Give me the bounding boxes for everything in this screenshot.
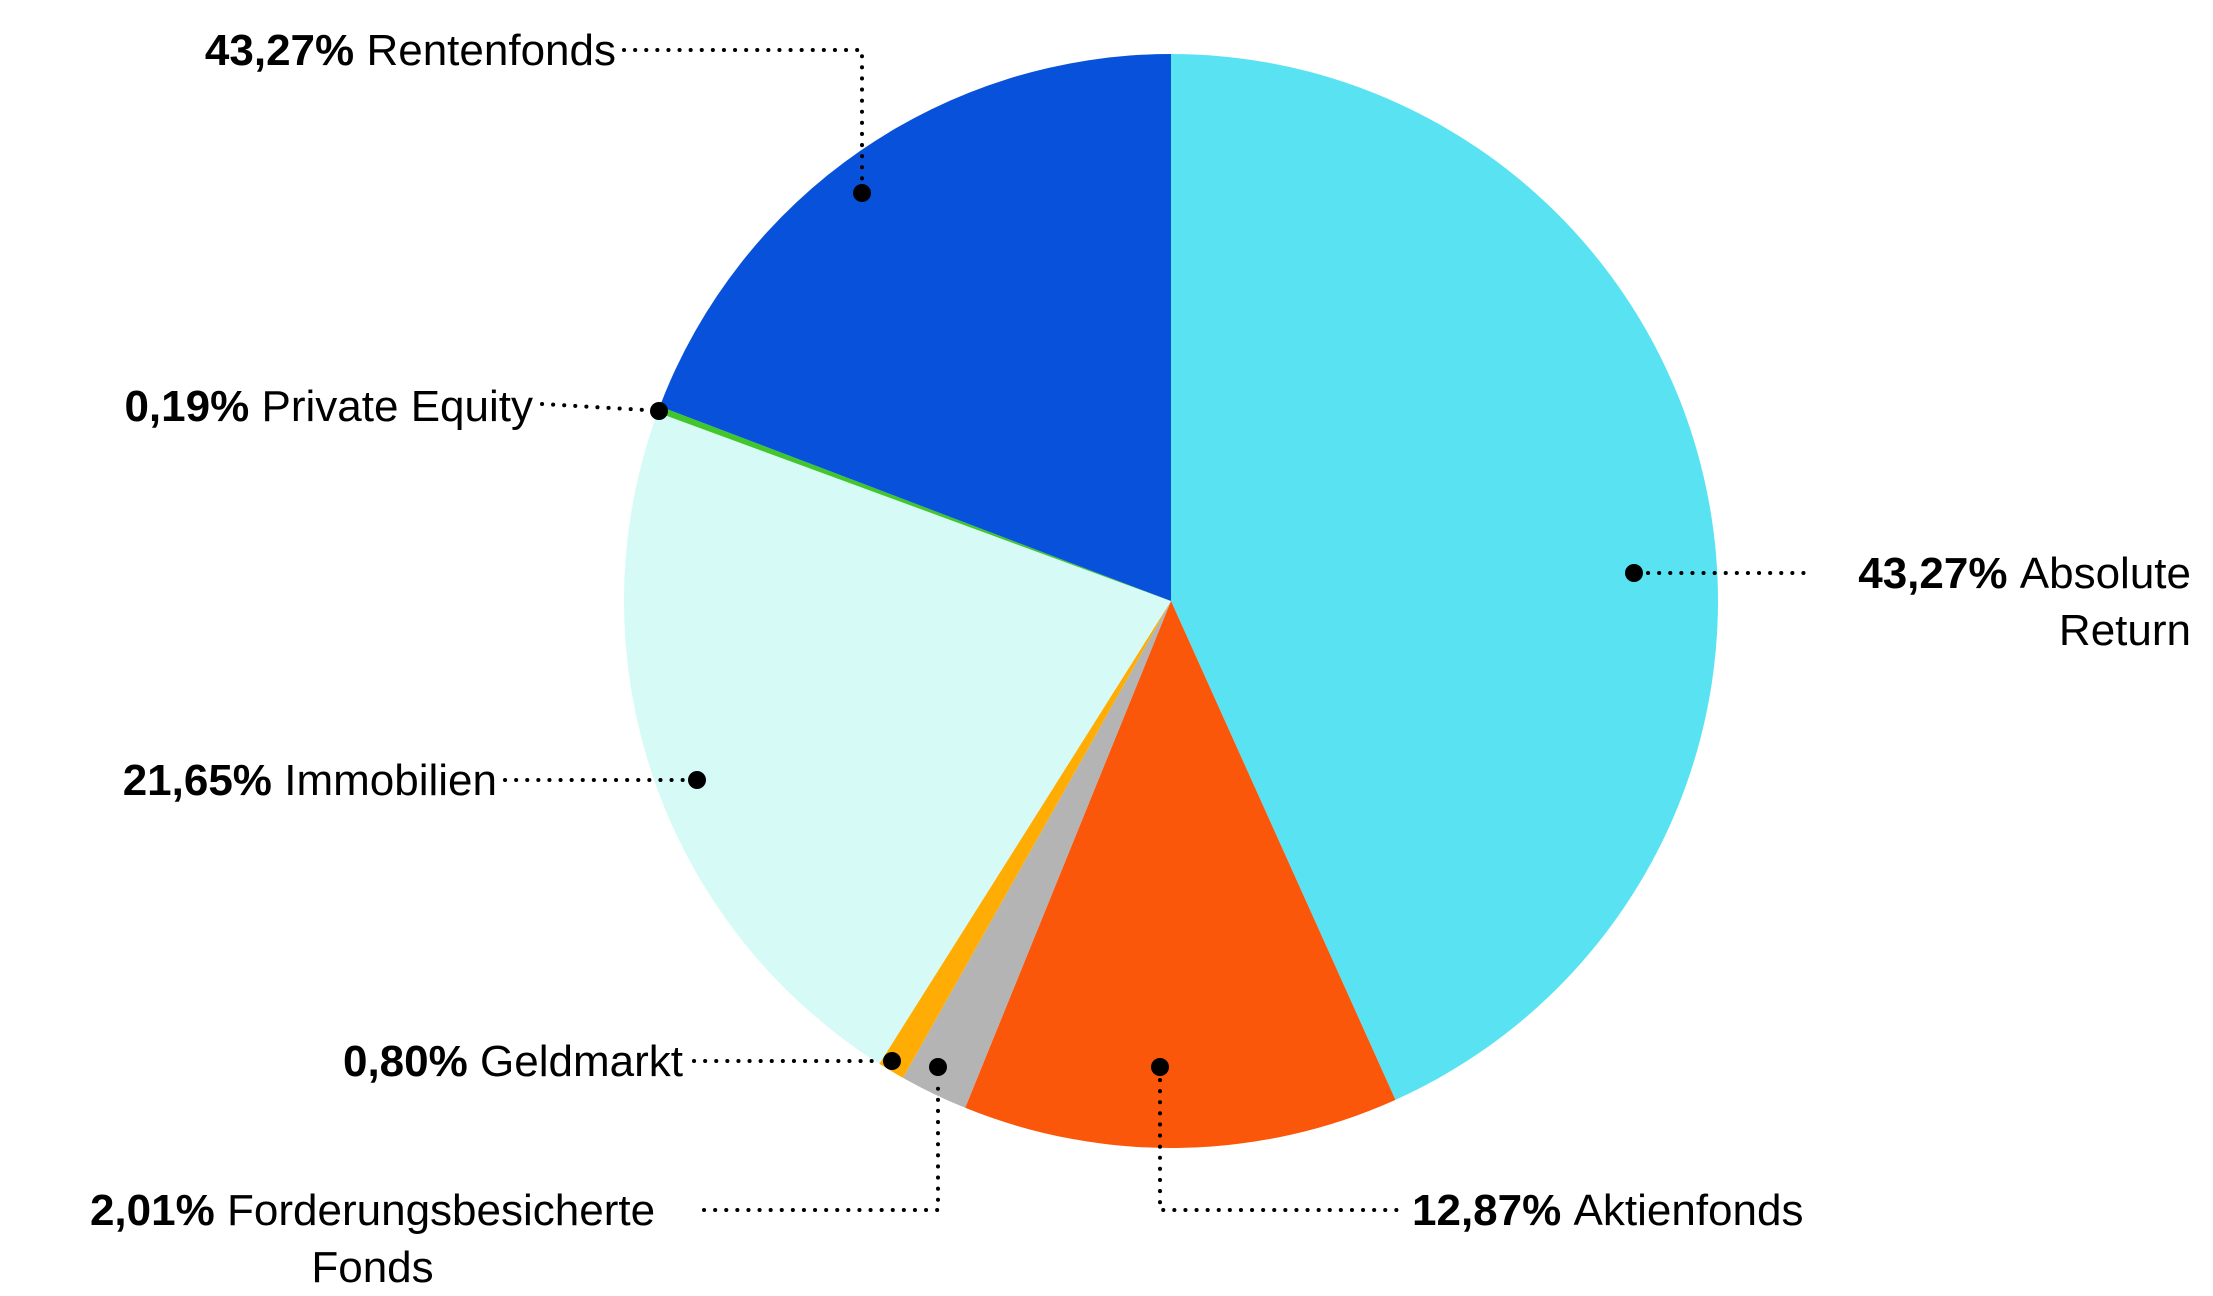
leader-dot-absolute-return [1625, 564, 1643, 582]
pie-slice-immobilien [623, 412, 1171, 1064]
pie-slice-aktienfonds [965, 601, 1396, 1149]
pie-slice-forderungsbesicherte-fonds [902, 601, 1171, 1108]
label-forderungsbesicherte-fonds-pct: 2,01% [89, 1186, 215, 1235]
leader-dot-rentenfonds [853, 184, 871, 202]
label-geldmarkt: 0,80% Geldmarkt [343, 1033, 683, 1090]
label-rentenfonds-name: Rentenfonds [366, 26, 616, 75]
leader-line-rentenfonds [622, 48, 864, 183]
leader-line-forderungsbesicherte-fonds [702, 1078, 940, 1212]
label-private-equity-name: Private Equity [261, 382, 533, 431]
leader-line-aktienfonds [1158, 1078, 1400, 1212]
label-forderungsbesicherte-fonds-name: Forderungsbesicherte Fonds [227, 1186, 656, 1292]
label-immobilien-pct: 21,65% [122, 756, 272, 805]
label-aktienfonds-name: Aktienfonds [1573, 1186, 1804, 1235]
pie-slices [623, 54, 1718, 1149]
label-geldmarkt-pct: 0,80% [342, 1037, 468, 1086]
callout-leaders [503, 48, 1812, 1212]
leader-dot-private-equity [650, 402, 668, 420]
label-absolute-return-pct: 43,27% [1858, 549, 2008, 598]
label-private-equity: 0,19% Private Equity [124, 378, 533, 435]
label-immobilien: 21,65% Immobilien [123, 752, 497, 809]
label-absolute-return: 43,27% Absolute Return [1819, 545, 2191, 659]
leader-dot-aktienfonds [1151, 1058, 1169, 1076]
leader-line-private-equity [540, 402, 647, 412]
label-rentenfonds-pct: 43,27% [204, 26, 355, 75]
label-geldmarkt-name: Geldmarkt [480, 1037, 683, 1086]
leader-dot-geldmarkt [883, 1052, 901, 1070]
label-immobilien-name: Immobilien [284, 756, 497, 805]
pie-slice-private-equity [657, 406, 1171, 601]
label-private-equity-pct: 0,19% [124, 382, 250, 431]
leader-dot-immobilien [688, 771, 706, 789]
label-forderungsbesicherte-fonds: 2,01% Forderungsbesicherte Fonds [50, 1182, 695, 1296]
label-aktienfonds: 12,87% Aktienfonds [1412, 1182, 1803, 1239]
pie-slice-rentenfonds [659, 54, 1171, 601]
label-rentenfonds: 43,27% Rentenfonds [205, 22, 616, 79]
label-absolute-return-name: Absolute Return [2019, 549, 2191, 655]
label-aktienfonds-pct: 12,87% [1412, 1186, 1562, 1235]
pie-slice-absolute-return [1171, 54, 1718, 1100]
leader-dot-forderungsbesicherte-fonds [929, 1058, 947, 1076]
pie-slice-geldmarkt [879, 601, 1171, 1078]
